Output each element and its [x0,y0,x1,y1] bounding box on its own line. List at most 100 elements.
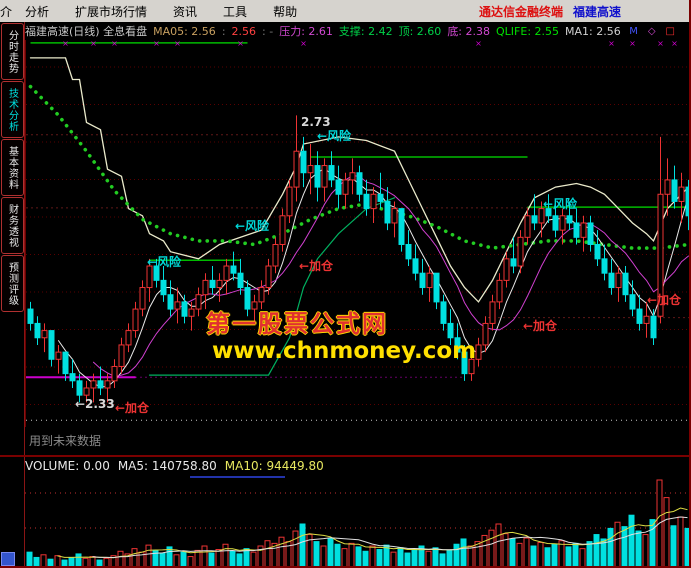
volume-bar [509,538,516,566]
candle-body [440,301,447,324]
square-icon[interactable]: □ [665,25,675,37]
candle-body [412,258,419,274]
menu-item-1[interactable]: 扩展市场行情 [75,4,148,19]
volume-bar [551,543,558,566]
volume-bar [89,556,96,566]
volume-bar [474,541,481,566]
volume-bar [47,558,54,566]
candle-body [461,351,468,375]
volume-panel[interactable] [25,475,691,568]
candle-body [188,308,195,317]
x-mark: × [629,40,636,48]
volume-bar [54,555,61,566]
x-mark: × [300,40,307,48]
status-segment-2: : [221,24,226,38]
volume-bar [397,547,404,566]
volume-bar [117,550,124,566]
candle-body [664,179,671,195]
candle-body [454,337,461,353]
candle-body [580,222,587,238]
sidebar-tab-2[interactable]: 基本资料 [0,139,24,196]
sidebar-tab-4[interactable]: 预测评级 [0,255,24,312]
sidebar-tab-0[interactable]: 分时走势 [0,23,24,80]
menu-item-0[interactable]: 分析 [25,4,50,19]
candle-body [370,193,377,210]
volume-bar [663,497,670,566]
candle-body [573,222,580,238]
candle-body [629,294,636,310]
volume-bar [257,545,264,566]
volume-bar [635,530,642,566]
indicator-status-bar: 福建高速(日线) 全息看盘 MA05: 2.56:2.56: - 压力: 2.61 支… [25,22,689,40]
menu-item-partial[interactable]: 介 [0,4,12,19]
volume-bar [327,537,334,566]
candle-body [482,322,489,346]
volume-bar [649,519,656,566]
sidebar-tab-1[interactable]: 技术分析 [0,81,24,138]
current-stock-label: 福建高速 [572,4,621,19]
candlestick-chart[interactable]: × × × × × × × × × × × × [26,40,691,427]
volume-chart[interactable] [25,475,691,568]
volume-bar [306,534,313,566]
volume-bar [299,523,306,566]
candle-body [272,243,279,267]
volume-bar [341,548,348,566]
candle-body [447,322,454,339]
status-segment-8: 底: 2.38 [447,25,491,38]
candle-body [69,373,76,382]
candle-body [398,208,405,245]
candle-body [314,165,321,188]
candle-body [342,179,349,195]
volume-bar [439,553,446,566]
candle-body [503,258,510,281]
menu-bar: 介分析 扩展市场行情 资讯 工具 帮助 通达信金融终端 福建高速 [0,0,689,22]
x-mark: × [671,40,678,48]
candle-body [230,265,237,274]
terminal-brand-label: 通达信金融终端 [478,4,563,19]
volume-status-segment-1: MA5: 140758.80 [117,459,217,473]
candle-body [251,301,258,310]
main-price-chart-area[interactable]: × × × × × × × × × × × × 第一股票公式网 www.chnmoney.com 2.… [25,40,691,427]
volume-bar [33,556,40,566]
candle-body [510,258,517,267]
volume-bar [537,541,544,566]
volume-bar [411,549,418,566]
volume-bar [194,549,201,566]
bottom-left-app-icon[interactable] [1,552,15,566]
volume-bar [110,555,117,566]
volume-status-bar: VOLUME: 0.00 MA5: 140758.80 MA10: 94449.80 [25,457,689,475]
volume-bar [208,552,215,566]
status-segment-6: 支撑: 2.42 [338,25,393,38]
candle-body [587,222,594,245]
menu-item-2[interactable]: 资讯 [173,4,198,19]
brand-area: 通达信金融终端 福建高速 [478,3,689,20]
x-mark: × [475,40,482,48]
indicator-m-icon[interactable]: M [629,25,638,37]
diamond-icon[interactable]: ◇ [647,25,656,37]
volume-bar [264,540,271,566]
volume-bar [362,550,369,566]
volume-bar [369,545,376,566]
candle-body [405,243,412,260]
volume-bar [334,543,341,566]
x-mark: × [657,40,664,48]
candle-body [258,287,265,303]
menu-item-4[interactable]: 帮助 [273,4,298,19]
candle-body [594,243,601,260]
candle-body [167,294,174,310]
volume-bar [558,540,565,566]
volume-bar [404,552,411,566]
volume-bar [677,516,684,566]
menu-item-3[interactable]: 工具 [223,4,248,19]
candle-body [244,287,251,310]
sidebar-tab-3[interactable]: 财务透视 [0,197,24,254]
volume-bar [250,551,257,566]
candle-body [41,330,48,339]
candle-body [223,265,230,281]
candle-body [608,272,615,289]
candle-body [307,165,314,174]
volume-bar [670,525,677,566]
candle-body [90,380,97,389]
candle-body [48,330,55,360]
volume-bar [68,556,75,566]
